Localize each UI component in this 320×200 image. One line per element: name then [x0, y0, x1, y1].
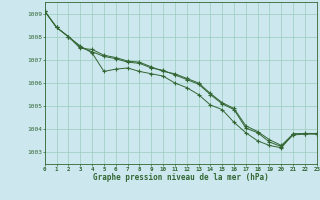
X-axis label: Graphe pression niveau de la mer (hPa): Graphe pression niveau de la mer (hPa) [93, 173, 269, 182]
